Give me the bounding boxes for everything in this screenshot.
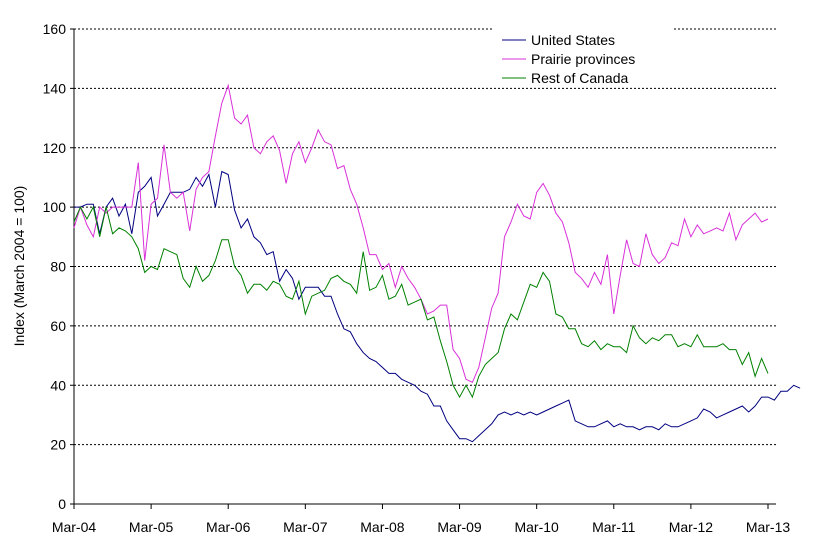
y-tick-label: 100 bbox=[43, 199, 67, 215]
x-tick-label: Mar-05 bbox=[129, 519, 174, 535]
x-tick-label: Mar-13 bbox=[746, 519, 791, 535]
legend-box bbox=[494, 28, 672, 86]
x-tick-label: Mar-11 bbox=[592, 519, 636, 535]
y-tick-label: 140 bbox=[43, 80, 67, 96]
gridlines bbox=[74, 28, 776, 446]
y-axis-title: Index (March 2004 = 100) bbox=[11, 186, 27, 347]
x-tick-label: Mar-04 bbox=[52, 519, 97, 535]
x-tick-label: Mar-06 bbox=[206, 519, 251, 535]
legend-label-rest-of-canada: Rest of Canada bbox=[531, 70, 628, 86]
legend-label-united-states: United States bbox=[531, 32, 615, 48]
x-tick-label: Mar-08 bbox=[360, 519, 405, 535]
legend: United States Prairie provinces Rest of Ca… bbox=[494, 28, 672, 86]
y-tick-label: 60 bbox=[50, 318, 66, 334]
series-lines bbox=[73, 83, 801, 443]
y-tick-labels: 0 20 40 60 80 100 120 140 160 bbox=[43, 21, 74, 512]
x-tick-labels: Mar-04 Mar-05 Mar-06 Mar-07 Mar-08 Mar-09 Mar-… bbox=[52, 504, 791, 535]
y-tick-label: 20 bbox=[50, 437, 66, 453]
y-tick-label: 160 bbox=[43, 21, 67, 37]
series-line-prairie-provinces bbox=[73, 83, 769, 383]
y-tick-label: 40 bbox=[50, 377, 66, 393]
series-line-rest-of-canada bbox=[73, 205, 769, 399]
legend-label-prairie-provinces: Prairie provinces bbox=[531, 51, 635, 67]
x-tick-label: Mar-12 bbox=[669, 519, 714, 535]
series-line-united-states bbox=[74, 170, 801, 443]
y-tick-label: 0 bbox=[58, 496, 66, 512]
x-tick-label: Mar-10 bbox=[514, 519, 559, 535]
x-tick-label: Mar-07 bbox=[283, 519, 328, 535]
y-tick-label: 120 bbox=[43, 140, 67, 156]
x-tick-label: Mar-09 bbox=[437, 519, 482, 535]
y-tick-label: 80 bbox=[50, 259, 66, 275]
